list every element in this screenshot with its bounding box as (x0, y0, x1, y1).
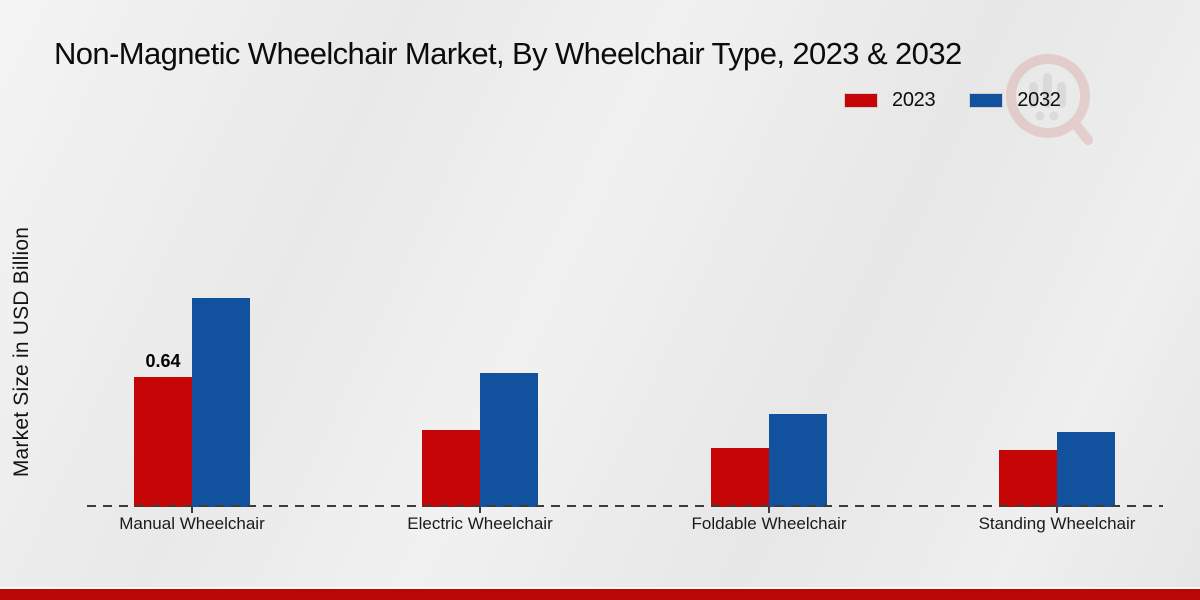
x-axis-tick (191, 507, 193, 513)
category-label-standing-wheelchair: Standing Wheelchair (978, 514, 1136, 533)
x-axis-tick (1056, 507, 1058, 513)
footer-accent-bar (0, 589, 1200, 600)
legend: 2023 2032 (844, 89, 1061, 112)
legend-item-2032: 2032 (969, 89, 1061, 112)
chart-title: Non-Magnetic Wheelchair Market, By Wheel… (54, 36, 962, 71)
bar-2032-manual-wheelchair (192, 298, 250, 507)
bar-2032-standing-wheelchair (1057, 432, 1115, 507)
footer-divider (0, 587, 1200, 589)
legend-swatch-2023 (844, 93, 878, 108)
x-axis-tick (479, 507, 481, 513)
legend-swatch-2032 (969, 93, 1004, 108)
x-axis-tick (768, 507, 770, 513)
bar-2032-electric-wheelchair (480, 373, 538, 507)
bar-2023-manual-wheelchair (134, 377, 192, 507)
bar-2032-foldable-wheelchair (769, 414, 827, 507)
bar-2023-electric-wheelchair (422, 430, 480, 507)
bar-2023-foldable-wheelchair (711, 448, 769, 507)
legend-label-2023: 2023 (892, 89, 936, 111)
bar-value-label-2023-manual-wheelchair: 0.64 (145, 351, 181, 371)
bar-2023-standing-wheelchair (999, 450, 1057, 507)
category-label-manual-wheelchair: Manual Wheelchair (119, 514, 265, 533)
category-label-foldable-wheelchair: Foldable Wheelchair (691, 514, 847, 533)
category-label-electric-wheelchair: Electric Wheelchair (407, 514, 553, 533)
x-axis-line (87, 505, 1163, 507)
watermark-logo (1006, 54, 1093, 145)
legend-item-2023: 2023 (844, 89, 936, 112)
legend-label-2032: 2032 (1017, 89, 1061, 111)
